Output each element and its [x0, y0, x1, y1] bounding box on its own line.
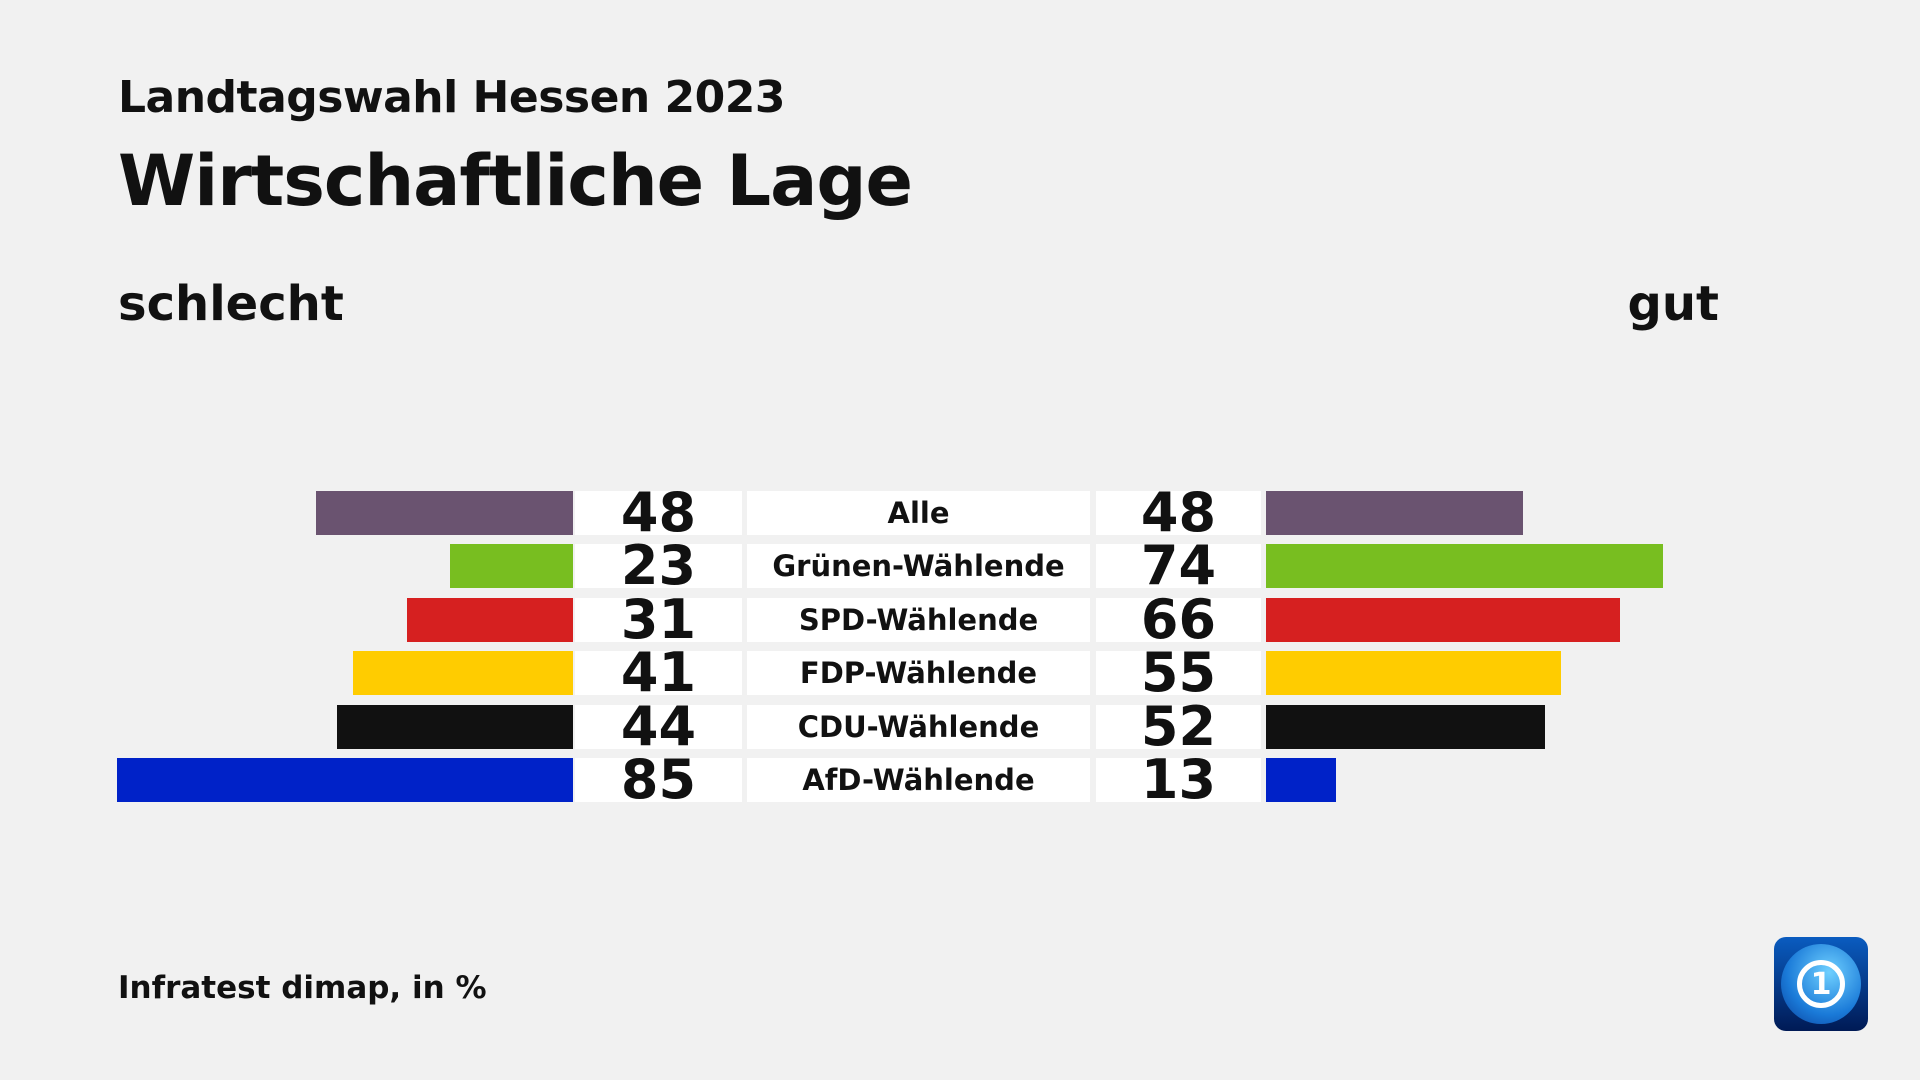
bar-gut	[1266, 597, 1620, 642]
category-label: Grünen-Wählende	[747, 544, 1090, 589]
right-axis-label: gut	[1627, 276, 1719, 332]
category-label: SPD-Wählende	[747, 597, 1090, 642]
value-label-gut-text: 48	[1140, 481, 1217, 544]
bar-schlecht	[315, 491, 573, 535]
bar-schlecht	[406, 597, 573, 642]
bar-gut	[1266, 704, 1545, 749]
bar-schlecht	[337, 704, 573, 749]
category-label-text: Grünen-Wählende	[772, 549, 1065, 584]
category-label-text: CDU-Wählende	[797, 709, 1040, 744]
value-label-schlecht-text: 41	[620, 641, 697, 705]
value-label-gut-text: 55	[1140, 641, 1217, 705]
value-label-gut: 55	[1096, 641, 1261, 705]
category-label: CDU-Wählende	[747, 704, 1090, 749]
value-label-schlecht-text: 48	[620, 481, 697, 544]
value-label-schlecht-text: 23	[620, 534, 697, 598]
value-label-schlecht: 23	[575, 534, 742, 598]
value-label-gut-text: 13	[1140, 748, 1217, 811]
value-label-gut: 66	[1096, 587, 1261, 651]
value-label-schlecht: 31	[575, 587, 742, 651]
bar-schlecht	[117, 758, 573, 802]
value-label-schlecht: 48	[575, 481, 742, 544]
bar-gut	[1266, 491, 1524, 535]
chart-title: Wirtschaftliche Lage	[118, 140, 913, 222]
chart-subtitle: Landtagswahl Hessen 2023	[118, 72, 786, 123]
value-label-gut: 74	[1096, 534, 1261, 598]
source-note: Infratest dimap, in %	[118, 970, 487, 1006]
value-label-schlecht: 85	[575, 748, 742, 811]
value-label-schlecht: 41	[575, 641, 742, 705]
value-label-gut-text: 52	[1140, 694, 1217, 758]
tagesschau-logo-icon: 1	[1774, 937, 1868, 1031]
value-label-gut: 13	[1096, 748, 1261, 811]
category-label: FDP-Wählende	[747, 651, 1090, 696]
value-label-schlecht-text: 44	[620, 694, 697, 758]
category-label-text: SPD-Wählende	[798, 602, 1039, 637]
category-label-text: FDP-Wählende	[799, 656, 1038, 691]
left-axis-label: schlecht	[118, 276, 344, 332]
value-label-schlecht-text: 31	[620, 587, 697, 651]
category-label-text: AfD-Wählende	[802, 763, 1035, 797]
bar-gut	[1266, 544, 1663, 589]
value-label-gut-text: 66	[1140, 587, 1217, 651]
bar-schlecht	[449, 544, 573, 589]
bar-schlecht	[353, 651, 573, 696]
value-label-gut: 48	[1096, 481, 1261, 544]
category-label: AfD-Wählende	[747, 758, 1090, 802]
bar-gut	[1266, 758, 1336, 802]
bar-gut	[1266, 651, 1561, 696]
value-label-schlecht-text: 85	[620, 748, 697, 811]
value-label-gut-text: 74	[1140, 534, 1217, 598]
value-label-gut: 52	[1096, 694, 1261, 758]
category-label: Alle	[747, 491, 1090, 535]
category-label-text: Alle	[887, 496, 950, 530]
value-label-schlecht: 44	[575, 694, 742, 758]
